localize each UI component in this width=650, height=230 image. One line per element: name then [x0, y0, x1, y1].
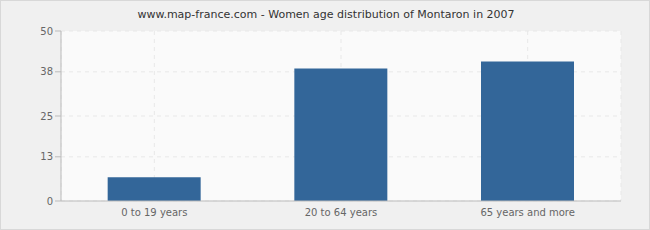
- svg-text:0 to 19 years: 0 to 19 years: [121, 207, 187, 218]
- svg-text:20 to 64 years: 20 to 64 years: [305, 207, 378, 218]
- svg-text:38: 38: [40, 66, 53, 77]
- svg-text:65 years and more: 65 years and more: [480, 207, 575, 218]
- html-text:www.map-france.com - Women age: www.map-france.com - Women age distribut…: [137, 8, 515, 21]
- svg-text:50: 50: [40, 26, 53, 37]
- svg-text:25: 25: [40, 111, 53, 122]
- svg-text:13: 13: [40, 151, 53, 162]
- svg-text:0: 0: [47, 196, 53, 207]
